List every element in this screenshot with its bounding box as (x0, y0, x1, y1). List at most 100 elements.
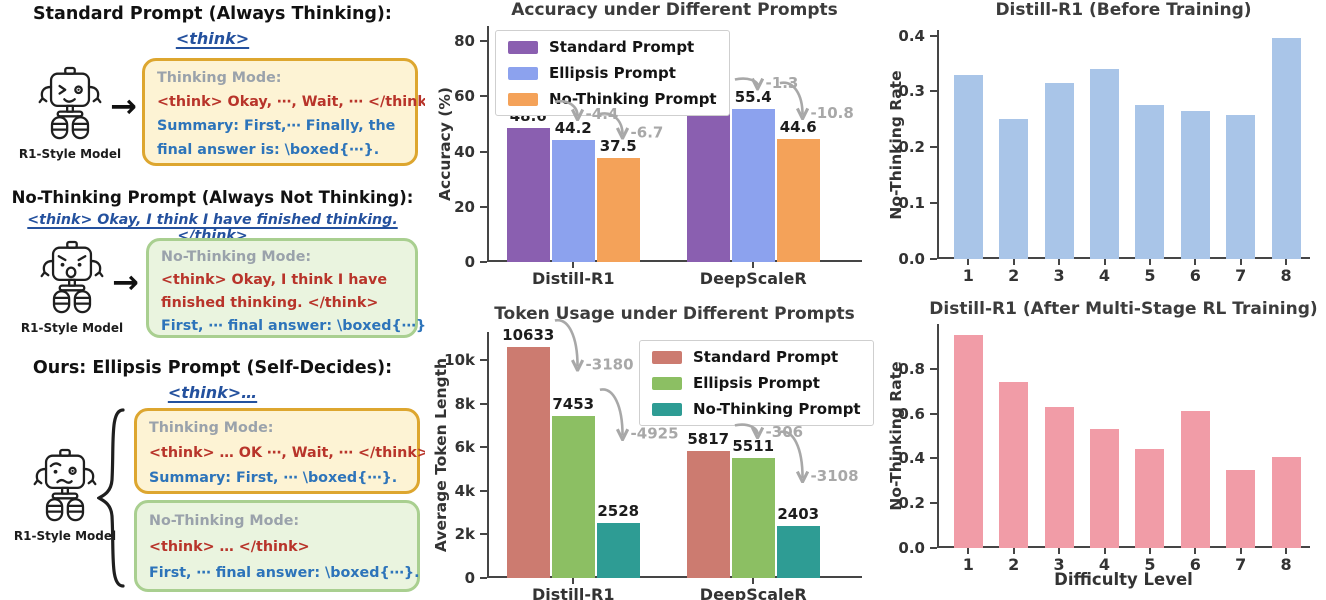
plot-area (487, 332, 862, 578)
mode-label: No-Thinking Mode: (149, 513, 300, 529)
x-tick-label: 6 (1189, 266, 1201, 285)
bar-no-thinking-rate (1135, 105, 1165, 259)
y-tick-label: 0 (464, 253, 475, 271)
model-label: R1-Style Model (20, 321, 124, 335)
nothinking-mode-box-ours: No-Thinking Mode: <think> … </think> Fir… (134, 500, 420, 592)
chart-title: Token Usage under Different Prompts (494, 304, 855, 324)
y-tick-label: 0.8 (898, 359, 925, 378)
y-tick-mark (930, 34, 937, 37)
x-tick-mark (1194, 259, 1197, 265)
legend-row: Standard Prompt (652, 348, 861, 366)
think-tag-text: <think>… (167, 383, 258, 402)
y-tick-label: 2k (454, 525, 475, 544)
y-tick-label: 0.4 (898, 449, 925, 468)
bar-no-thinking-rate (1180, 411, 1210, 548)
standard-prompt-subtitle: <think> (0, 29, 425, 48)
bar-value-label: 2528 (597, 501, 640, 520)
y-tick-label: 0.1 (898, 194, 925, 213)
y-tick-label: 0.2 (898, 494, 925, 513)
legend-label: No-Thinking Prompt (693, 400, 861, 418)
box-line: Summary: First, ⋯ \boxed{⋯}. (149, 470, 398, 486)
bar-no-thinking-rate (1090, 69, 1119, 259)
x-tick-mark (1103, 548, 1106, 554)
legend-label: Standard Prompt (549, 38, 695, 56)
y-tick-label: 0.3 (898, 82, 925, 101)
x-tick-label: 3 (1053, 555, 1065, 574)
y-tick-label: 20 (454, 197, 475, 216)
legend-label: No-Thinking Prompt (549, 90, 717, 108)
legend-swatch (652, 376, 682, 390)
box-line: finished thinking. </think> (161, 295, 379, 311)
x-tick-label: 7 (1235, 266, 1247, 285)
mode-label: Thinking Mode: (157, 70, 282, 86)
ellipsis-prompt-title: Ours: Ellipsis Prompt (Self-Decides): (32, 358, 393, 378)
x-tick-mark (1103, 259, 1106, 265)
bar-no-thinking-prompt (776, 138, 820, 262)
bar-no-thinking-rate (999, 382, 1029, 548)
x-tick-mark (1012, 259, 1015, 265)
y-tick-mark (480, 489, 487, 492)
y-tick-mark (930, 502, 937, 505)
y-tick-mark (480, 533, 487, 536)
x-tick-mark (1058, 548, 1061, 554)
legend: Standard Prompt Ellipsis Prompt No-Thinkin… (495, 30, 730, 116)
bar-no-thinking-prompt (596, 522, 640, 578)
bar-standard-prompt (686, 451, 730, 578)
bar-value-label: 37.5 (599, 137, 637, 156)
bar-value-label: 44.2 (554, 118, 592, 137)
y-tick-mark (480, 261, 487, 263)
y-tick-label: 10k (444, 351, 475, 370)
x-tick-mark (967, 548, 970, 554)
bar-value-label: 7453 (552, 394, 595, 413)
legend-row: Ellipsis Prompt (508, 64, 717, 82)
nothinking-prompt-title: No-Thinking Prompt (Always Not Thinking)… (11, 188, 414, 207)
mode-label: No-Thinking Mode: (161, 249, 312, 265)
x-tick-label: 8 (1280, 266, 1292, 285)
bar-ellipsis-prompt (551, 415, 595, 578)
box-line: <think> … </think> (149, 539, 310, 555)
robot-icon (38, 66, 102, 140)
y-tick-label: 4k (454, 481, 475, 500)
x-tick-mark (1148, 548, 1151, 554)
plot-area (937, 30, 1310, 259)
chart-accuracy: Accuracy under Different Prompts Accuracy… (425, 0, 880, 298)
bar-value-label: 2403 (777, 504, 820, 523)
y-tick-mark (480, 150, 487, 153)
legend-row: Standard Prompt (508, 38, 717, 56)
box-line: <think> Okay, I think I have (161, 272, 388, 288)
x-tick-label: DeepScaleR (699, 269, 807, 288)
legend-label: Ellipsis Prompt (693, 374, 820, 392)
x-tick-label: Distill-R1 (532, 585, 615, 600)
x-tick-label: 4 (1098, 555, 1111, 574)
model-label: R1-Style Model (13, 529, 117, 543)
y-tick-label: 0.0 (898, 539, 925, 557)
bar-value-label: 44.6 (779, 117, 817, 136)
bar-ellipsis-prompt (731, 458, 775, 578)
legend-swatch (508, 40, 538, 54)
x-tick-mark (1058, 259, 1061, 265)
y-tick-label: 6k (454, 438, 475, 457)
x-tick-label: 5 (1144, 266, 1156, 285)
y-tick-mark (930, 367, 937, 370)
x-tick-mark (1285, 548, 1288, 554)
bar-no-thinking-rate (1226, 469, 1256, 548)
bar-no-thinking-rate (953, 335, 983, 548)
box-line: First, ⋯ final answer: \boxed{⋯}. (161, 318, 432, 334)
nothinking-mode-box: No-Thinking Mode: <think> Okay, I think … (146, 238, 432, 338)
bar-no-thinking-rate (1044, 83, 1074, 259)
y-tick-mark (930, 202, 937, 205)
robot-icon (40, 240, 104, 314)
bar-no-thinking-rate (1135, 449, 1165, 548)
thinking-mode-box: Thinking Mode: <think> Okay, ⋯, Wait, ⋯ … (142, 58, 439, 166)
box-line: First, ⋯ final answer: \boxed{⋯}. (149, 565, 420, 581)
mode-label: Thinking Mode: (149, 420, 274, 436)
robot-nothinking: R1-Style Model (16, 240, 128, 335)
legend-swatch (508, 66, 538, 80)
x-tick-mark (1194, 548, 1197, 554)
plot-area (937, 324, 1310, 548)
prompt-diagram-panel: Standard Prompt (Always Thinking): <thin… (0, 0, 439, 600)
y-tick-mark (480, 359, 487, 362)
y-tick-label: 0.2 (898, 138, 925, 157)
bar-no-thinking-prompt (596, 158, 640, 262)
y-tick-label: 8k (454, 394, 475, 413)
